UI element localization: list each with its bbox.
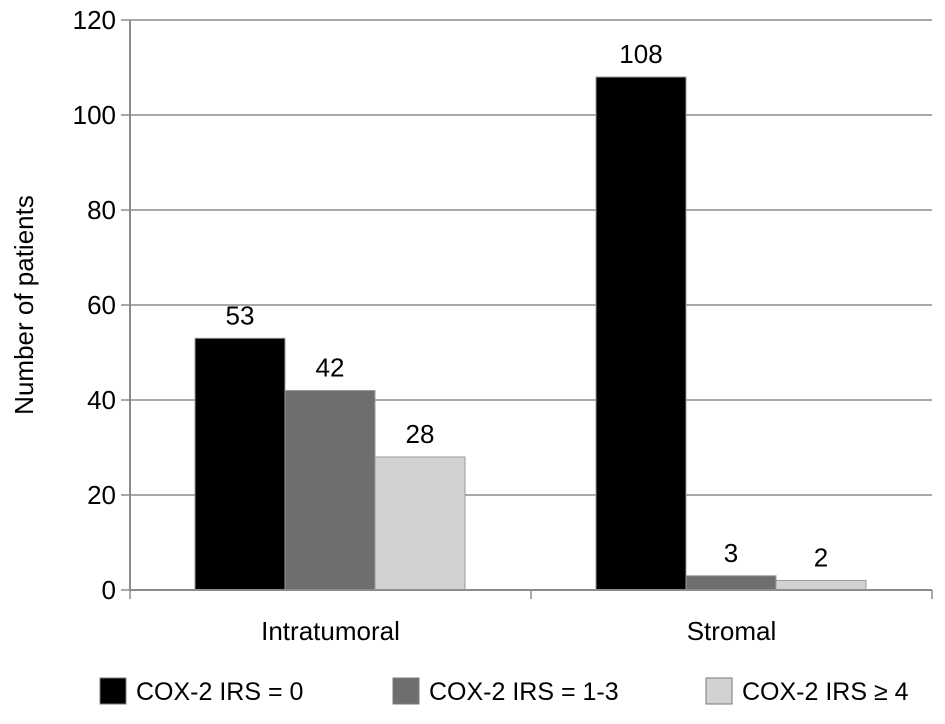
bars xyxy=(194,76,867,591)
legend-label-2: COX-2 IRS ≥ 4 xyxy=(742,678,909,706)
legend: COX-2 IRS = 0 COX-2 IRS = 1-3 COX-2 IRS ≥ … xyxy=(99,677,909,706)
data-label-intratumoral-series-0: 53 xyxy=(226,300,255,330)
legend-label-1: COX-2 IRS = 1-3 xyxy=(429,678,619,706)
bar-stromal-series-0 xyxy=(595,76,687,591)
data-label-stromal-series-1: 3 xyxy=(724,538,738,568)
data-label-intratumoral-series-2: 28 xyxy=(406,419,435,449)
bar-intratumoral-series-0 xyxy=(194,337,286,591)
x-category-labels: Intratumoral Stromal xyxy=(261,616,776,646)
y-tick-label-20: 20 xyxy=(87,480,116,510)
y-tick-label-0: 0 xyxy=(102,575,116,605)
y-axis-title: Number of patients xyxy=(9,195,39,415)
y-tick-label-60: 60 xyxy=(87,290,116,320)
legend-label-0: COX-2 IRS = 0 xyxy=(136,678,303,706)
data-label-stromal-series-0: 108 xyxy=(619,39,662,69)
y-tick-label-100: 100 xyxy=(73,100,116,130)
x-category-label-intratumoral: Intratumoral xyxy=(261,616,400,646)
y-tick-label-80: 80 xyxy=(87,195,116,225)
axes xyxy=(121,19,933,599)
y-tick-label-120: 120 xyxy=(73,5,116,35)
bar-stromal-series-2 xyxy=(775,580,867,591)
bar-intratumoral-series-1 xyxy=(284,390,376,591)
y-tick-label-40: 40 xyxy=(87,385,116,415)
data-label-stromal-series-2: 2 xyxy=(814,543,828,573)
x-category-label-stromal: Stromal xyxy=(687,616,777,646)
bar-stromal-series-1 xyxy=(685,575,777,591)
legend-swatch-1 xyxy=(392,677,420,705)
y-tick-labels: 0 20 40 60 80 100 120 xyxy=(73,5,116,605)
data-labels: 53 42 28 108 3 2 xyxy=(226,39,829,573)
data-label-intratumoral-series-1: 42 xyxy=(316,353,345,383)
bar-intratumoral-series-2 xyxy=(374,456,466,591)
legend-swatch-0 xyxy=(99,677,127,705)
legend-swatch-2 xyxy=(705,677,733,705)
